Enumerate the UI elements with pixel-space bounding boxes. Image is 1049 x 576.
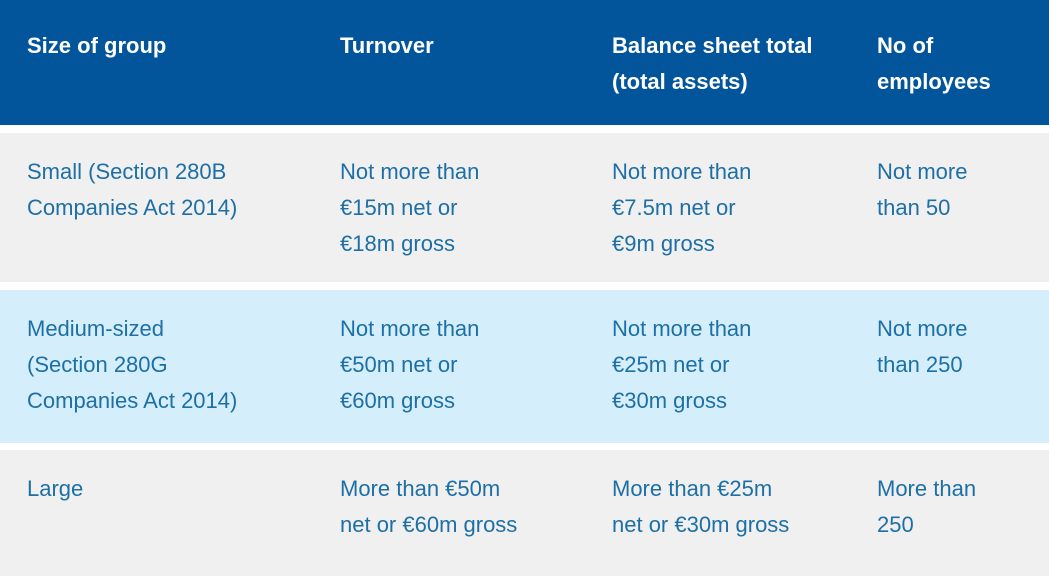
- cell-medium-turnover: Not more than €50m net or €60m gross: [340, 316, 480, 413]
- table-row-large: Large More than €50m net or €60m gross M…: [0, 450, 1049, 576]
- header-no-of-employees: No of employees: [877, 33, 991, 94]
- table-row-small: Small (Section 280B Companies Act 2014) …: [0, 133, 1049, 282]
- table-header-row: Size of group Turnover Balance sheet tot…: [0, 0, 1049, 125]
- cell-medium-size: Medium-sized (Section 280G Companies Act…: [27, 316, 238, 413]
- header-turnover: Turnover: [340, 33, 434, 58]
- cell-small-turnover: Not more than €15m net or €18m gross: [340, 159, 480, 256]
- cell-small-balance-sheet: Not more than €7.5m net or €9m gross: [612, 159, 752, 256]
- cell-small-employees: Not more than 50: [877, 159, 968, 220]
- cell-large-turnover: More than €50m net or €60m gross: [340, 476, 518, 537]
- cell-medium-balance-sheet: Not more than €25m net or €30m gross: [612, 316, 752, 413]
- cell-medium-employees: Not more than 250: [877, 316, 968, 377]
- table-row-medium: Medium-sized (Section 280G Companies Act…: [0, 290, 1049, 443]
- header-balance-sheet-total: Balance sheet total (total assets): [612, 33, 813, 94]
- cell-large-size: Large: [27, 476, 84, 501]
- cell-large-balance-sheet: More than €25m net or €30m gross: [612, 476, 790, 537]
- cell-small-size: Small (Section 280B Companies Act 2014): [27, 159, 238, 220]
- cell-large-employees: More than 250: [877, 476, 977, 537]
- header-size-of-group: Size of group: [27, 33, 167, 58]
